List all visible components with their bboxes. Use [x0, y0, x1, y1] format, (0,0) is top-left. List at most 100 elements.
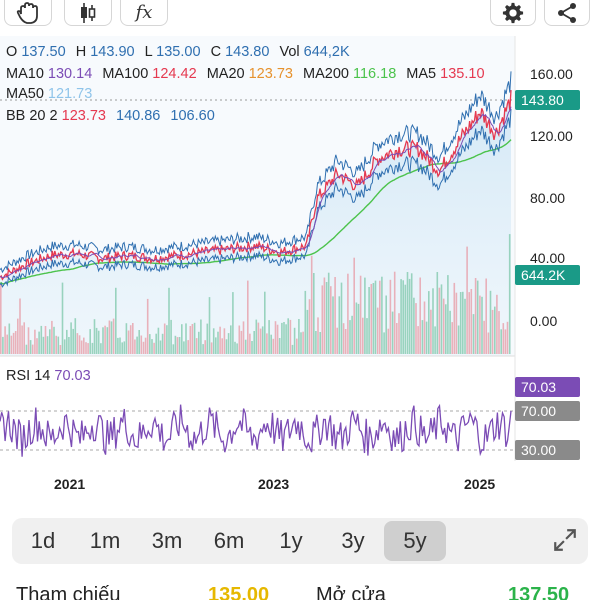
- high-value: 143.90: [90, 44, 135, 60]
- volume-bar: [27, 327, 30, 354]
- volume-bar: [202, 344, 204, 354]
- volume-bar: [368, 287, 370, 354]
- volume-bar: [266, 333, 268, 354]
- volume-bar: [287, 318, 289, 354]
- hand-pan-icon: [16, 1, 38, 24]
- volume-bar: [68, 337, 70, 354]
- hand-pan-button[interactable]: [4, 0, 52, 26]
- volume-bar: [247, 280, 249, 354]
- volume-bar: [163, 323, 166, 354]
- volume-bar: [325, 282, 328, 354]
- volume-bar: [159, 340, 162, 354]
- period-1d[interactable]: 1d: [30, 528, 56, 553]
- volume-bar: [249, 333, 251, 354]
- period-1y[interactable]: 1y: [279, 528, 303, 553]
- volume-bar: [253, 331, 255, 354]
- volume-bar: [127, 330, 130, 354]
- volume-bar: [364, 277, 366, 354]
- volume-bar: [168, 287, 170, 354]
- volume-bar: [327, 272, 330, 354]
- reference-label: Tham chiếu: [16, 584, 121, 600]
- volume-bar: [144, 337, 147, 354]
- indicator-function-button[interactable]: fx: [120, 0, 168, 26]
- volume-bar: [362, 317, 364, 354]
- bb-lower-value: 106.60: [170, 108, 215, 124]
- period-3y[interactable]: 3y: [341, 528, 365, 553]
- volume-bar: [97, 330, 100, 354]
- settings-button[interactable]: [490, 0, 536, 26]
- reference-value: 135.00: [208, 584, 270, 600]
- volume-bar: [423, 301, 426, 354]
- expand-icon[interactable]: [552, 527, 578, 553]
- volume-bar: [283, 322, 285, 354]
- volume-bar: [304, 290, 307, 354]
- volume-bar: [153, 342, 155, 354]
- volume-bar: [66, 329, 68, 354]
- volume-tag: 644.2K: [515, 265, 580, 285]
- volume-bar: [110, 321, 113, 354]
- volume-bar: [185, 323, 187, 354]
- volume-bar: [474, 278, 477, 354]
- price-area: [0, 90, 511, 356]
- volume-bar: [306, 309, 309, 354]
- ma50-label: MA50: [6, 86, 44, 102]
- volume-bar: [455, 292, 458, 354]
- volume-bar: [434, 326, 436, 354]
- volume-bar: [436, 272, 439, 354]
- volume-bar: [274, 321, 277, 354]
- volume-bar: [355, 302, 358, 354]
- rsi-upper-tag: 70.00: [515, 401, 580, 421]
- volume-bar: [415, 303, 417, 354]
- volume-bar: [4, 326, 6, 354]
- volume-bar: [157, 327, 160, 354]
- period-6m[interactable]: 6m: [213, 528, 245, 553]
- volume-bar: [83, 337, 85, 354]
- candlestick-button[interactable]: [64, 0, 112, 26]
- volume-bar: [91, 342, 94, 354]
- bb-mid-value: 123.73: [61, 108, 106, 124]
- rsi-label: RSI 14: [6, 368, 51, 384]
- period-3m[interactable]: 3m: [151, 528, 183, 553]
- volume-bar: [93, 319, 96, 354]
- ma5-label: MA5: [406, 66, 437, 82]
- volume-bar: [425, 321, 428, 354]
- period-1m[interactable]: 1m: [89, 528, 121, 553]
- volume-bar: [195, 338, 198, 354]
- volume-bar: [374, 280, 377, 354]
- volume-bar: [257, 322, 260, 354]
- volume-bar: [344, 329, 347, 354]
- volume-bar: [115, 287, 117, 354]
- y-tick-40: 40.00: [530, 250, 566, 266]
- open-value: 137.50: [21, 44, 66, 60]
- volume-bar: [125, 323, 128, 354]
- volume-bar: [272, 338, 275, 354]
- volume-bar: [347, 273, 349, 354]
- share-button[interactable]: [544, 0, 590, 26]
- chart-canvas[interactable]: [0, 36, 600, 506]
- volume-bar: [402, 280, 404, 354]
- volume-bar: [57, 336, 60, 354]
- volume-bar: [383, 332, 385, 354]
- volume-bar: [172, 344, 175, 354]
- ma5-value: 135.10: [440, 66, 485, 82]
- volume-bar: [351, 315, 353, 354]
- volume-bar: [129, 325, 132, 354]
- volume-bar: [408, 278, 411, 354]
- volume-bar: [298, 319, 300, 354]
- volume-bar: [134, 339, 136, 354]
- volume-bar: [238, 325, 241, 354]
- ma50-legend: MA50 121.73: [6, 84, 98, 104]
- volume-bar: [183, 341, 185, 354]
- volume-bar: [296, 338, 298, 354]
- volume-bar: [42, 336, 45, 354]
- volume-bar: [2, 336, 4, 354]
- volume-bar: [481, 296, 483, 354]
- period-5y[interactable]: 5y: [384, 521, 446, 561]
- volume-bar: [140, 335, 143, 354]
- volume-bar: [338, 296, 341, 354]
- volume-bar: [278, 338, 281, 354]
- price-chart[interactable]: O 137.50 H 143.90 L 135.00 C 143.80 Vol …: [0, 36, 600, 506]
- volume-bar: [419, 277, 421, 354]
- volume-bar: [95, 327, 98, 354]
- candlestick-icon: [81, 2, 96, 23]
